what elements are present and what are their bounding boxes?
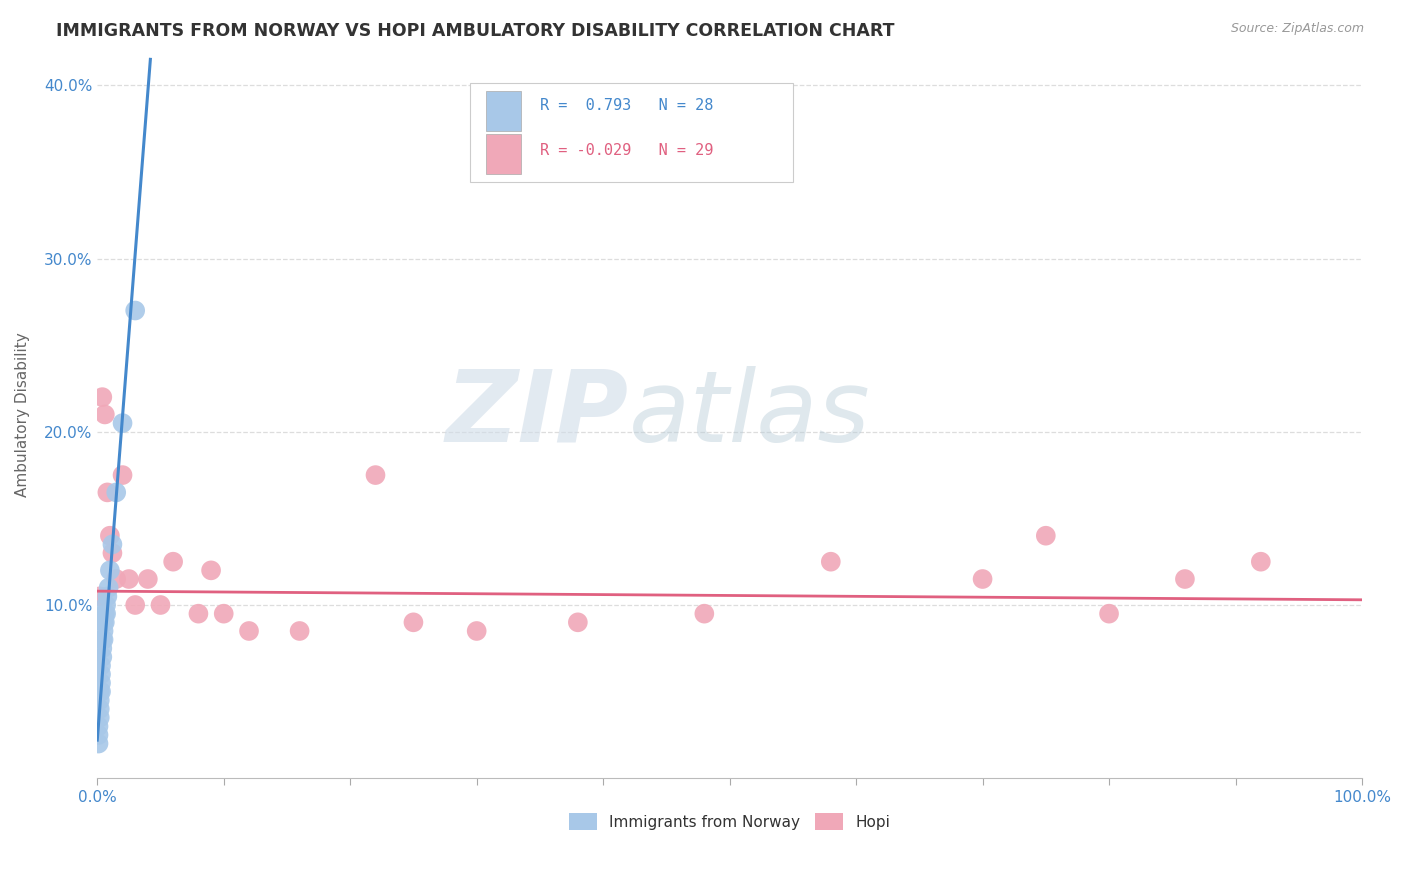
- Point: [1250, 555, 1272, 569]
- Point: [89, 693, 111, 707]
- Point: [91, 650, 114, 665]
- Point: [94, 408, 117, 422]
- Point: [101, 546, 124, 560]
- Point: [465, 624, 488, 638]
- Point: [87, 737, 110, 751]
- FancyBboxPatch shape: [471, 84, 793, 182]
- Point: [90, 667, 112, 681]
- Point: [162, 555, 184, 569]
- Point: [105, 485, 128, 500]
- Point: [1174, 572, 1197, 586]
- Point: [87, 728, 110, 742]
- Text: R =  0.793   N = 28: R = 0.793 N = 28: [540, 98, 713, 112]
- Text: ZIP: ZIP: [446, 366, 628, 463]
- Point: [111, 468, 134, 483]
- Text: atlas: atlas: [628, 366, 870, 463]
- Point: [91, 632, 114, 647]
- Point: [94, 607, 117, 621]
- Point: [567, 615, 589, 630]
- Point: [187, 607, 209, 621]
- Point: [97, 581, 120, 595]
- Legend: Immigrants from Norway, Hopi: Immigrants from Norway, Hopi: [564, 807, 896, 836]
- Point: [101, 537, 124, 551]
- Point: [105, 572, 128, 586]
- Point: [90, 676, 112, 690]
- Point: [89, 710, 111, 724]
- Point: [93, 615, 115, 630]
- Point: [111, 416, 134, 430]
- Point: [1035, 529, 1057, 543]
- Point: [124, 598, 146, 612]
- Point: [89, 684, 111, 698]
- Point: [90, 658, 112, 673]
- Point: [98, 529, 121, 543]
- Point: [1098, 607, 1121, 621]
- FancyBboxPatch shape: [485, 91, 522, 131]
- Point: [96, 590, 118, 604]
- Point: [87, 719, 110, 733]
- Text: Source: ZipAtlas.com: Source: ZipAtlas.com: [1230, 22, 1364, 36]
- Text: IMMIGRANTS FROM NORWAY VS HOPI AMBULATORY DISABILITY CORRELATION CHART: IMMIGRANTS FROM NORWAY VS HOPI AMBULATOR…: [56, 22, 894, 40]
- Point: [89, 702, 111, 716]
- Point: [90, 684, 112, 698]
- Y-axis label: Ambulatory Disability: Ambulatory Disability: [15, 332, 30, 497]
- FancyBboxPatch shape: [485, 135, 522, 174]
- Point: [91, 641, 114, 656]
- Point: [94, 607, 117, 621]
- Point: [288, 624, 311, 638]
- Point: [238, 624, 260, 638]
- Text: R = -0.029   N = 29: R = -0.029 N = 29: [540, 143, 713, 158]
- Point: [693, 607, 716, 621]
- Point: [118, 572, 141, 586]
- Point: [972, 572, 994, 586]
- Point: [124, 303, 146, 318]
- Point: [94, 598, 117, 612]
- Point: [136, 572, 159, 586]
- Point: [820, 555, 842, 569]
- Point: [212, 607, 235, 621]
- Point: [93, 632, 115, 647]
- Point: [364, 468, 387, 483]
- Point: [402, 615, 425, 630]
- Point: [98, 563, 121, 577]
- Point: [91, 390, 114, 404]
- Point: [149, 598, 172, 612]
- Point: [96, 485, 118, 500]
- Point: [89, 590, 111, 604]
- Point: [200, 563, 222, 577]
- Point: [93, 624, 115, 638]
- Point: [94, 615, 117, 630]
